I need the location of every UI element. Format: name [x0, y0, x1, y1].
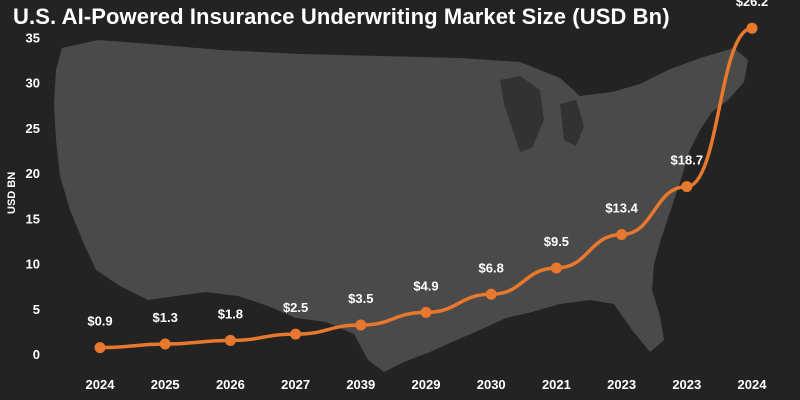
x-tick-label: 2024 [86, 377, 116, 392]
x-tick-label: 2023 [607, 377, 636, 392]
series-line [98, 26, 754, 350]
y-tick-label: 5 [33, 302, 40, 317]
data-point [159, 338, 171, 350]
data-label: $4.9 [413, 278, 438, 293]
data-label: $6.8 [479, 260, 504, 275]
x-tick-label: 2026 [216, 377, 245, 392]
x-tick-label: 2029 [412, 377, 441, 392]
chart-title: U.S. AI-Powered Insurance Underwriting M… [13, 4, 670, 29]
x-tick-label: 2030 [477, 377, 506, 392]
data-label: $3.5 [348, 291, 373, 306]
data-point [550, 262, 562, 274]
data-point [94, 342, 106, 354]
y-tick-label: 10 [26, 257, 40, 272]
x-tick-label: 2025 [151, 377, 180, 392]
x-tick-label: 2024 [738, 377, 768, 392]
data-label: $1.3 [153, 310, 178, 325]
x-tick-label: 2021 [542, 377, 571, 392]
data-point [355, 319, 367, 331]
data-point [485, 288, 497, 300]
x-tick-label: 2039 [346, 377, 375, 392]
data-point [616, 229, 628, 241]
data-point [290, 328, 302, 340]
y-tick-label: 35 [26, 30, 40, 45]
x-tick-label: 2027 [281, 377, 310, 392]
y-tick-label: 30 [26, 76, 40, 91]
data-label: $26.2 [736, 0, 769, 9]
data-point [681, 181, 693, 193]
y-tick-label: 0 [33, 347, 40, 362]
data-point [746, 22, 758, 34]
data-point [420, 306, 432, 318]
y-tick-label: 15 [26, 211, 40, 226]
y-tick-label: 20 [26, 166, 40, 181]
data-label: $9.5 [544, 234, 569, 249]
data-label: $18.7 [671, 153, 704, 168]
data-label: $1.8 [218, 306, 243, 321]
x-tick-label: 2023 [672, 377, 701, 392]
data-label: $0.9 [87, 314, 112, 329]
data-point [224, 334, 236, 346]
data-label: $2.5 [283, 300, 308, 315]
y-tick-label: 25 [26, 121, 40, 136]
data-label: $13.4 [605, 201, 638, 216]
